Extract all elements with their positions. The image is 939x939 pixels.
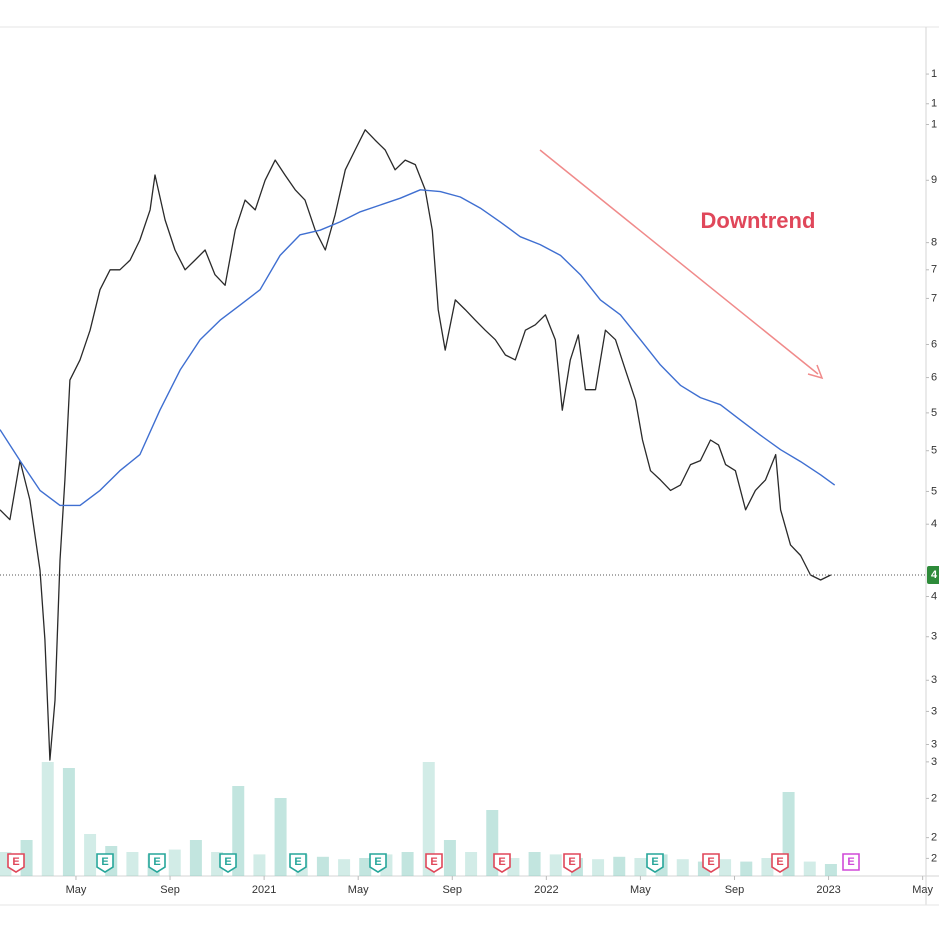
- y-tick-label: 3: [931, 631, 937, 643]
- volume-bar: [528, 852, 541, 876]
- y-tick-label: 4: [931, 518, 937, 530]
- y-tick-label: 1: [931, 118, 937, 130]
- event-label: E: [651, 856, 658, 868]
- volume-bar: [401, 852, 414, 876]
- volume-bar: [338, 859, 351, 876]
- volume-bar: [126, 852, 139, 876]
- trend-arrow: [539, 149, 819, 375]
- y-tick-label: 3: [931, 705, 937, 717]
- volume-bar: [84, 834, 97, 876]
- y-tick-label: 5: [931, 445, 937, 457]
- event-marker: [702, 853, 720, 873]
- y-tick-label: 5: [931, 407, 937, 419]
- volume-bar: [465, 852, 478, 876]
- y-tick-label: 6: [931, 338, 937, 350]
- x-tick-label: Sep: [160, 884, 180, 896]
- event-label: E: [498, 856, 505, 868]
- event-marker: [646, 853, 664, 873]
- event-marker: [7, 853, 25, 873]
- y-tick-label: 2: [931, 792, 937, 804]
- y-tick-label: 3: [931, 674, 937, 686]
- volume-bar: [676, 859, 689, 876]
- volume-bar: [824, 864, 837, 876]
- volume-bar: [359, 858, 372, 876]
- volume-bar: [316, 856, 329, 876]
- volume-bar: [719, 859, 732, 876]
- volume-bar: [274, 798, 287, 876]
- volume-bar: [422, 762, 435, 876]
- event-label: E: [224, 856, 231, 868]
- x-tick-label: May: [630, 884, 651, 896]
- x-tick-label: Sep: [725, 884, 745, 896]
- y-tick-label: 7: [931, 292, 937, 304]
- event-label: E: [707, 856, 714, 868]
- series-line: [0, 189, 836, 507]
- volume-bar: [168, 849, 181, 876]
- event-marker: [425, 853, 443, 873]
- volume-bar: [189, 840, 202, 876]
- volume-bar: [592, 859, 605, 876]
- event-label: E: [294, 856, 301, 868]
- event-label: E: [101, 856, 108, 868]
- x-tick-label: 2022: [534, 884, 558, 896]
- trend-arrow-head: [807, 364, 824, 380]
- event-label: E: [847, 856, 854, 868]
- volume-bar: [62, 768, 75, 876]
- volume-bar: [41, 762, 54, 876]
- volume-bar: [443, 840, 456, 876]
- series-line: [0, 129, 831, 761]
- event-label: E: [153, 856, 160, 868]
- event-marker: [96, 853, 114, 873]
- event-label: E: [430, 856, 437, 868]
- x-tick-label: 2021: [252, 884, 276, 896]
- y-tick-label: 7: [931, 264, 937, 276]
- event-label: E: [776, 856, 783, 868]
- y-tick-label: 1: [931, 98, 937, 110]
- event-label: E: [568, 856, 575, 868]
- volume-bar: [803, 861, 816, 876]
- plot-layer: [0, 129, 926, 761]
- y-tick-label: 1: [931, 68, 937, 80]
- volume-bar: [613, 856, 626, 876]
- volume-bar: [0, 852, 12, 876]
- x-tick-label: May: [348, 884, 369, 896]
- volume-bar: [740, 861, 753, 876]
- y-tick-label: 2: [931, 832, 937, 844]
- event-marker: [563, 853, 581, 873]
- event-marker: [148, 853, 166, 873]
- event-marker: [493, 853, 511, 873]
- y-tick-label: 8: [931, 237, 937, 249]
- y-tick-label: 3: [931, 756, 937, 768]
- event-marker: [369, 853, 387, 873]
- event-marker: [771, 853, 789, 873]
- y-tick-label: 4: [931, 590, 937, 602]
- y-tick-label: 2: [931, 852, 937, 864]
- axes-layer: 1 1 1 9 8 7 7 6 6 5 5 5 4 4 3 3 3 3 3 2 2 2 May Sep 2021 May Sep 20…: [66, 68, 939, 896]
- volume-bar: [761, 858, 774, 876]
- last-price-badge: [927, 566, 939, 585]
- event-marker: [289, 853, 307, 873]
- event-label: E: [12, 856, 19, 868]
- event-marker: [842, 853, 860, 871]
- y-tick-label: 9: [931, 174, 937, 186]
- volume-bar: [634, 858, 647, 876]
- y-tick-label: 3: [931, 738, 937, 750]
- x-tick-label: Sep: [442, 884, 462, 896]
- event-label: E: [374, 856, 381, 868]
- event-marker: [219, 853, 237, 873]
- x-tick-label: May: [912, 884, 933, 896]
- y-tick-label: 5: [931, 485, 937, 497]
- annotation: Downtrend: [701, 208, 816, 233]
- x-tick-label: 2023: [816, 884, 840, 896]
- last-price-label: 4: [931, 569, 938, 581]
- volume-bar: [253, 854, 266, 876]
- x-tick-label: May: [66, 884, 87, 896]
- volume-bar: [549, 854, 562, 876]
- y-tick-label: 6: [931, 371, 937, 383]
